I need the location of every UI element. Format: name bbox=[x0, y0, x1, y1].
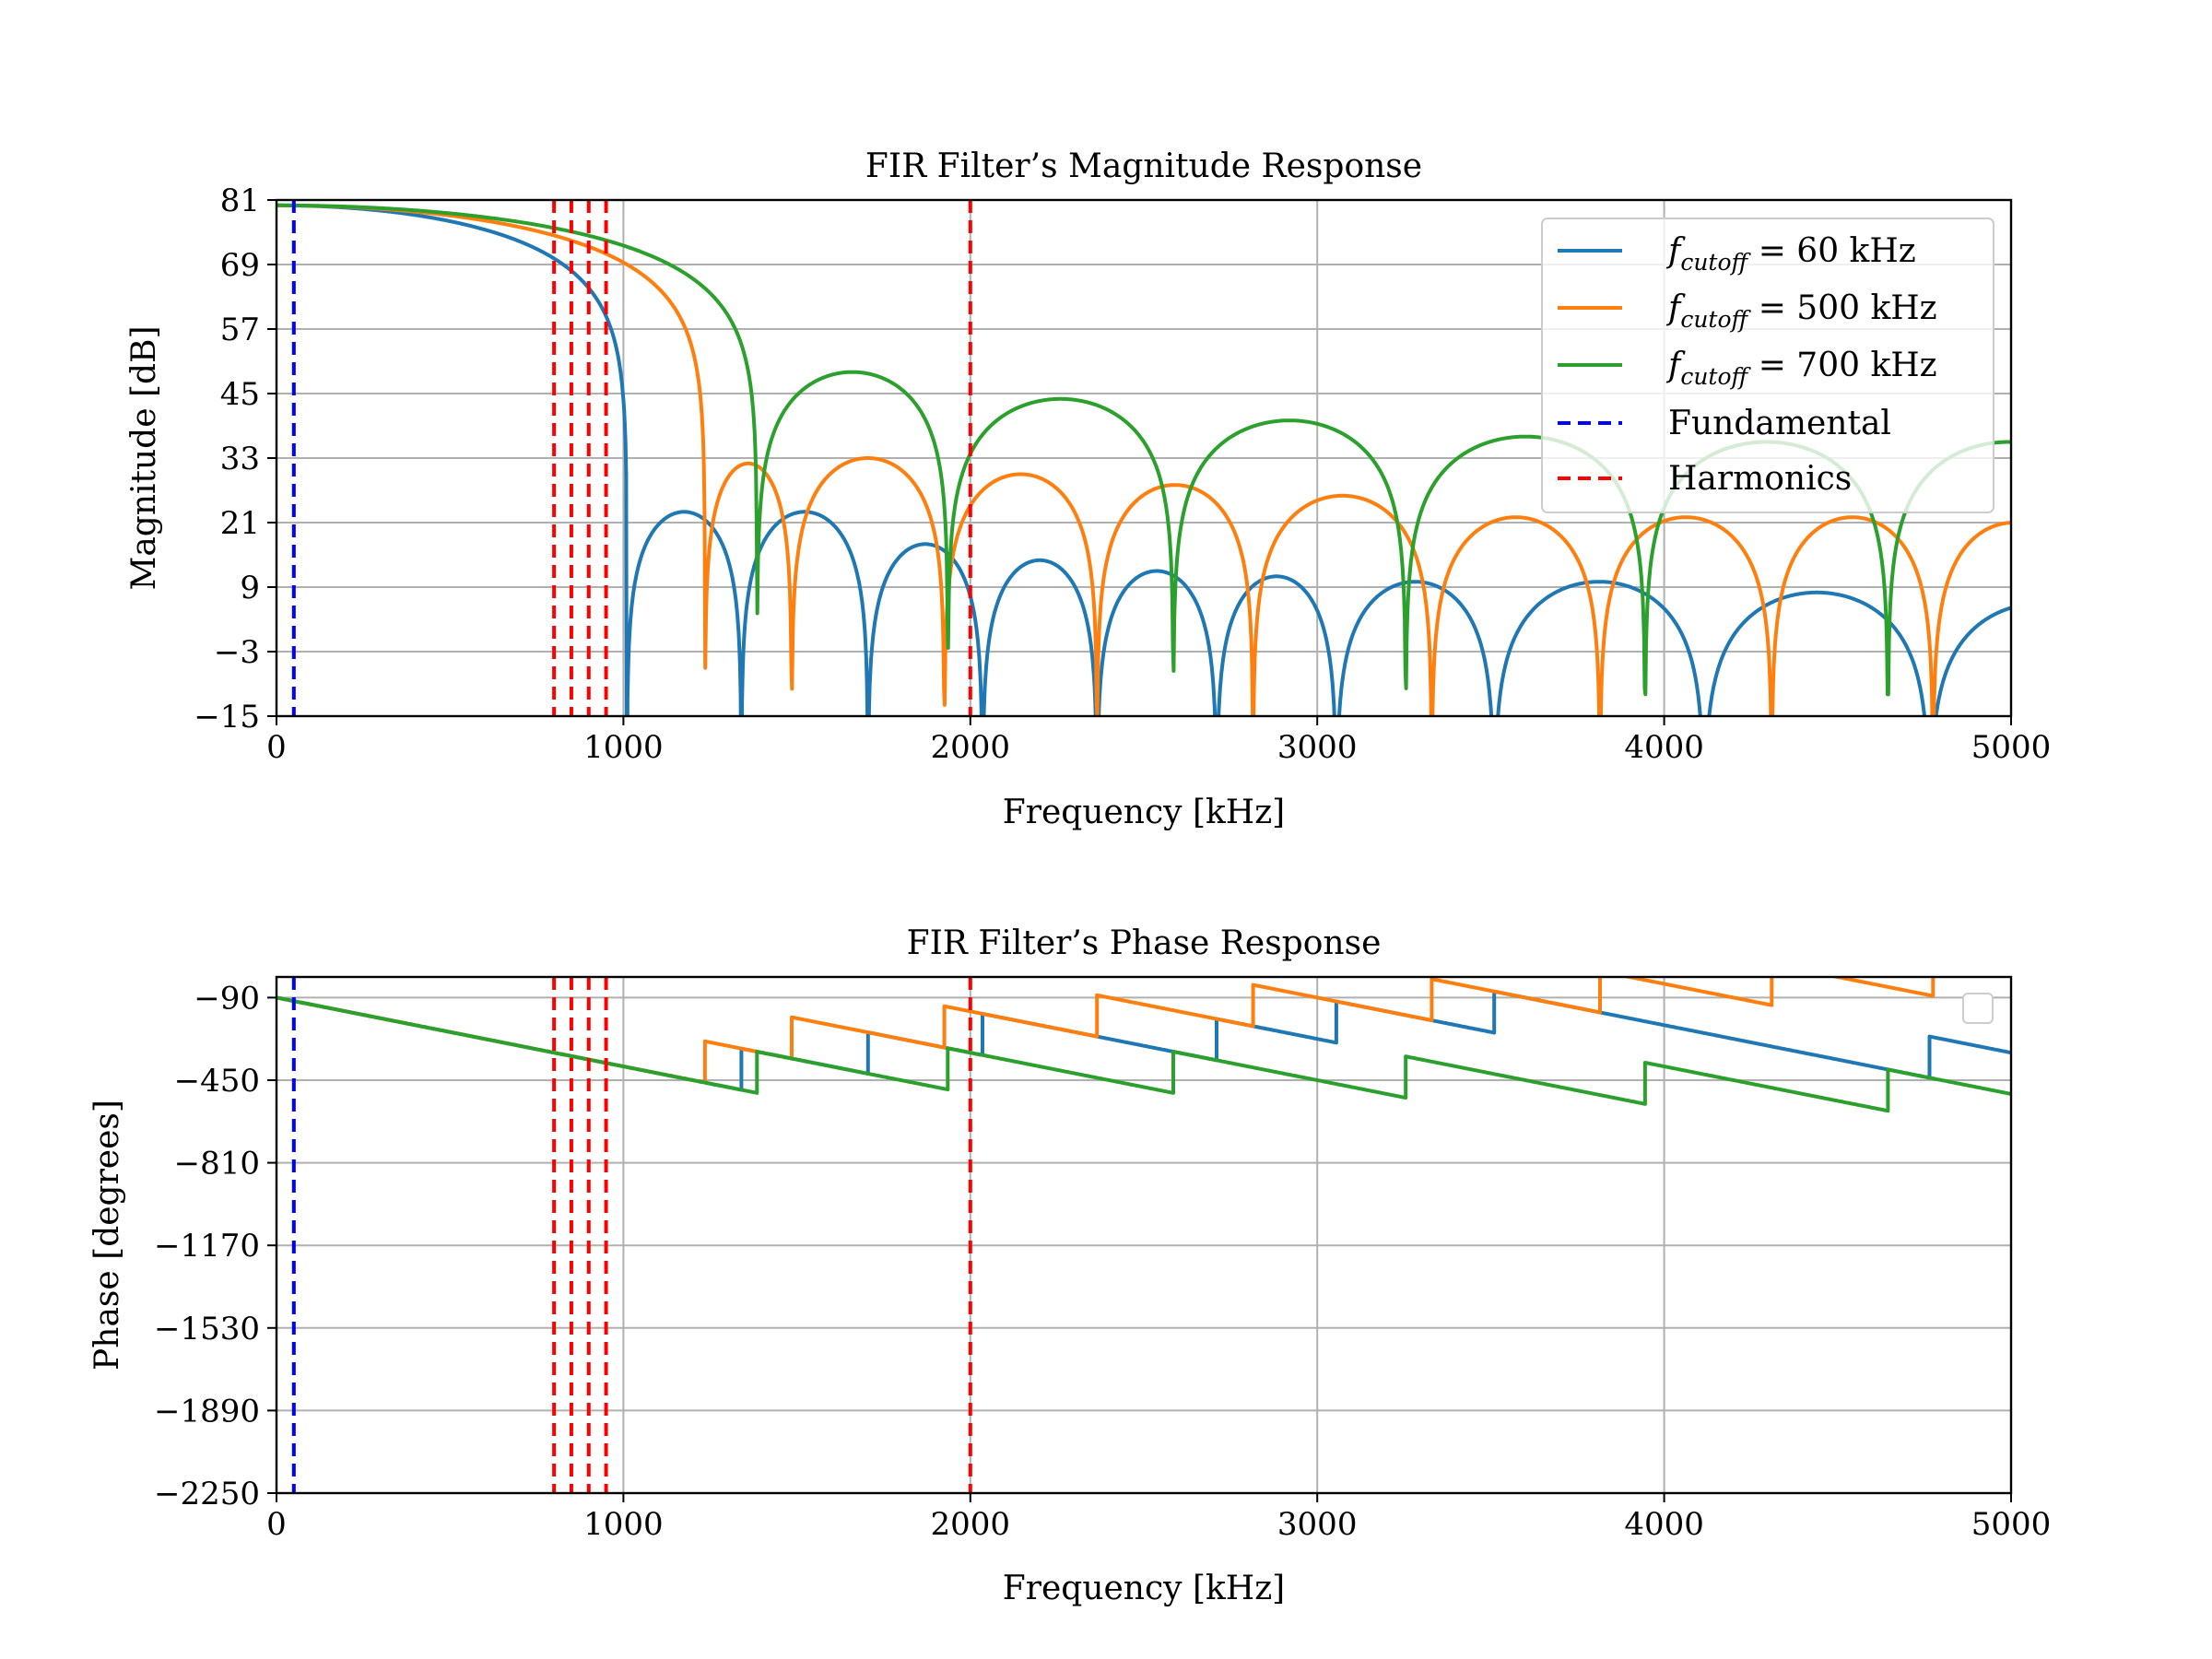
phase-axes-frame bbox=[275, 975, 2013, 1495]
phase-series bbox=[276, 977, 2011, 1493]
magnitude-xtick-label: 1000 bbox=[583, 729, 664, 766]
phase-ytick-label: −1170 bbox=[154, 1228, 260, 1265]
legend-label-60khz: fcutoff = 60 kHz bbox=[1665, 232, 1916, 276]
magnitude-ytick-label: 69 bbox=[220, 247, 260, 284]
magnitude-ylabel: Magnitude [dB] bbox=[125, 325, 163, 590]
phase-xtick-label: 2000 bbox=[931, 1506, 1011, 1543]
phase-ytick-label: −90 bbox=[194, 980, 260, 1017]
magnitude-xtick-label: 3000 bbox=[1277, 729, 1358, 766]
legend-label-500khz: fcutoff = 500 kHz bbox=[1665, 289, 1937, 333]
magnitude-xtick-label: 0 bbox=[266, 729, 287, 766]
magnitude-series-line-1 bbox=[276, 203, 2011, 716]
magnitude-xtick-label: 4000 bbox=[1624, 729, 1704, 766]
legend-label-fundamental: Fundamental bbox=[1668, 405, 1891, 442]
phase-ytick-label: −810 bbox=[174, 1146, 260, 1182]
phase-title: FIR Filter’s Phase Response bbox=[907, 924, 1382, 962]
magnitude-ytick-label: 9 bbox=[240, 570, 260, 606]
magnitude-legend: fcutoff = 60 kHz fcutoff = 500 kHz fcuto… bbox=[1541, 218, 1994, 513]
magnitude-xtick-label: 5000 bbox=[1971, 729, 2052, 766]
magnitude-ytick-label: −15 bbox=[194, 699, 260, 735]
magnitude-ytick-label: 57 bbox=[220, 312, 260, 348]
phase-ylabel: Phase [degrees] bbox=[88, 1100, 126, 1371]
phase-ytick-label: −2250 bbox=[154, 1476, 260, 1512]
phase-xlabel: Frequency [kHz] bbox=[1003, 1570, 1285, 1607]
phase-empty-legend bbox=[1962, 993, 1994, 1024]
magnitude-ticks: 0 1000 2000 3000 4000 5000 −15 −3 9 21 33 45 57 69 81 bbox=[194, 182, 2051, 766]
magnitude-xtick-label: 2000 bbox=[931, 729, 1011, 766]
magnitude-series-line-2 bbox=[276, 203, 2011, 716]
legend-box bbox=[1541, 218, 1994, 513]
phase-xtick-label: 3000 bbox=[1277, 1506, 1358, 1543]
phase-subplot: FIR Filter’s Phase Response 0 1000 2000 300… bbox=[88, 924, 2051, 1607]
phase-ytick-label: −1890 bbox=[154, 1393, 260, 1430]
magnitude-ytick-label: 33 bbox=[220, 441, 260, 477]
phase-xtick-label: 4000 bbox=[1624, 1506, 1704, 1543]
phase-ytick-label: −450 bbox=[174, 1063, 260, 1100]
phase-xtick-label: 5000 bbox=[1971, 1506, 2052, 1543]
phase-ytick-label: −1530 bbox=[154, 1311, 260, 1347]
magnitude-ytick-label: 45 bbox=[220, 376, 260, 413]
phase-xtick-label: 0 bbox=[266, 1506, 287, 1543]
magnitude-ytick-label: −3 bbox=[214, 634, 260, 671]
phase-grid bbox=[276, 977, 2012, 1494]
magnitude-title: FIR Filter’s Magnitude Response bbox=[865, 147, 1422, 185]
phase-ticks: 0 1000 2000 3000 4000 5000 −90 −450 −810 −1170 −15… bbox=[154, 980, 2051, 1543]
phase-series-line-2 bbox=[276, 977, 1936, 1085]
magnitude-ytick-label: 21 bbox=[220, 505, 260, 542]
magnitude-ytick-label: 81 bbox=[220, 182, 260, 219]
phase-xtick-label: 1000 bbox=[583, 1506, 664, 1543]
magnitude-subplot: FIR Filter’s Magnitude Response 0 1000 200… bbox=[125, 147, 2051, 831]
magnitude-series bbox=[276, 200, 2011, 716]
legend-label-harmonics: Harmonics bbox=[1668, 460, 1852, 498]
magnitude-xlabel: Frequency [kHz] bbox=[1003, 794, 1285, 831]
phase-series-line-3 bbox=[276, 995, 2011, 1113]
